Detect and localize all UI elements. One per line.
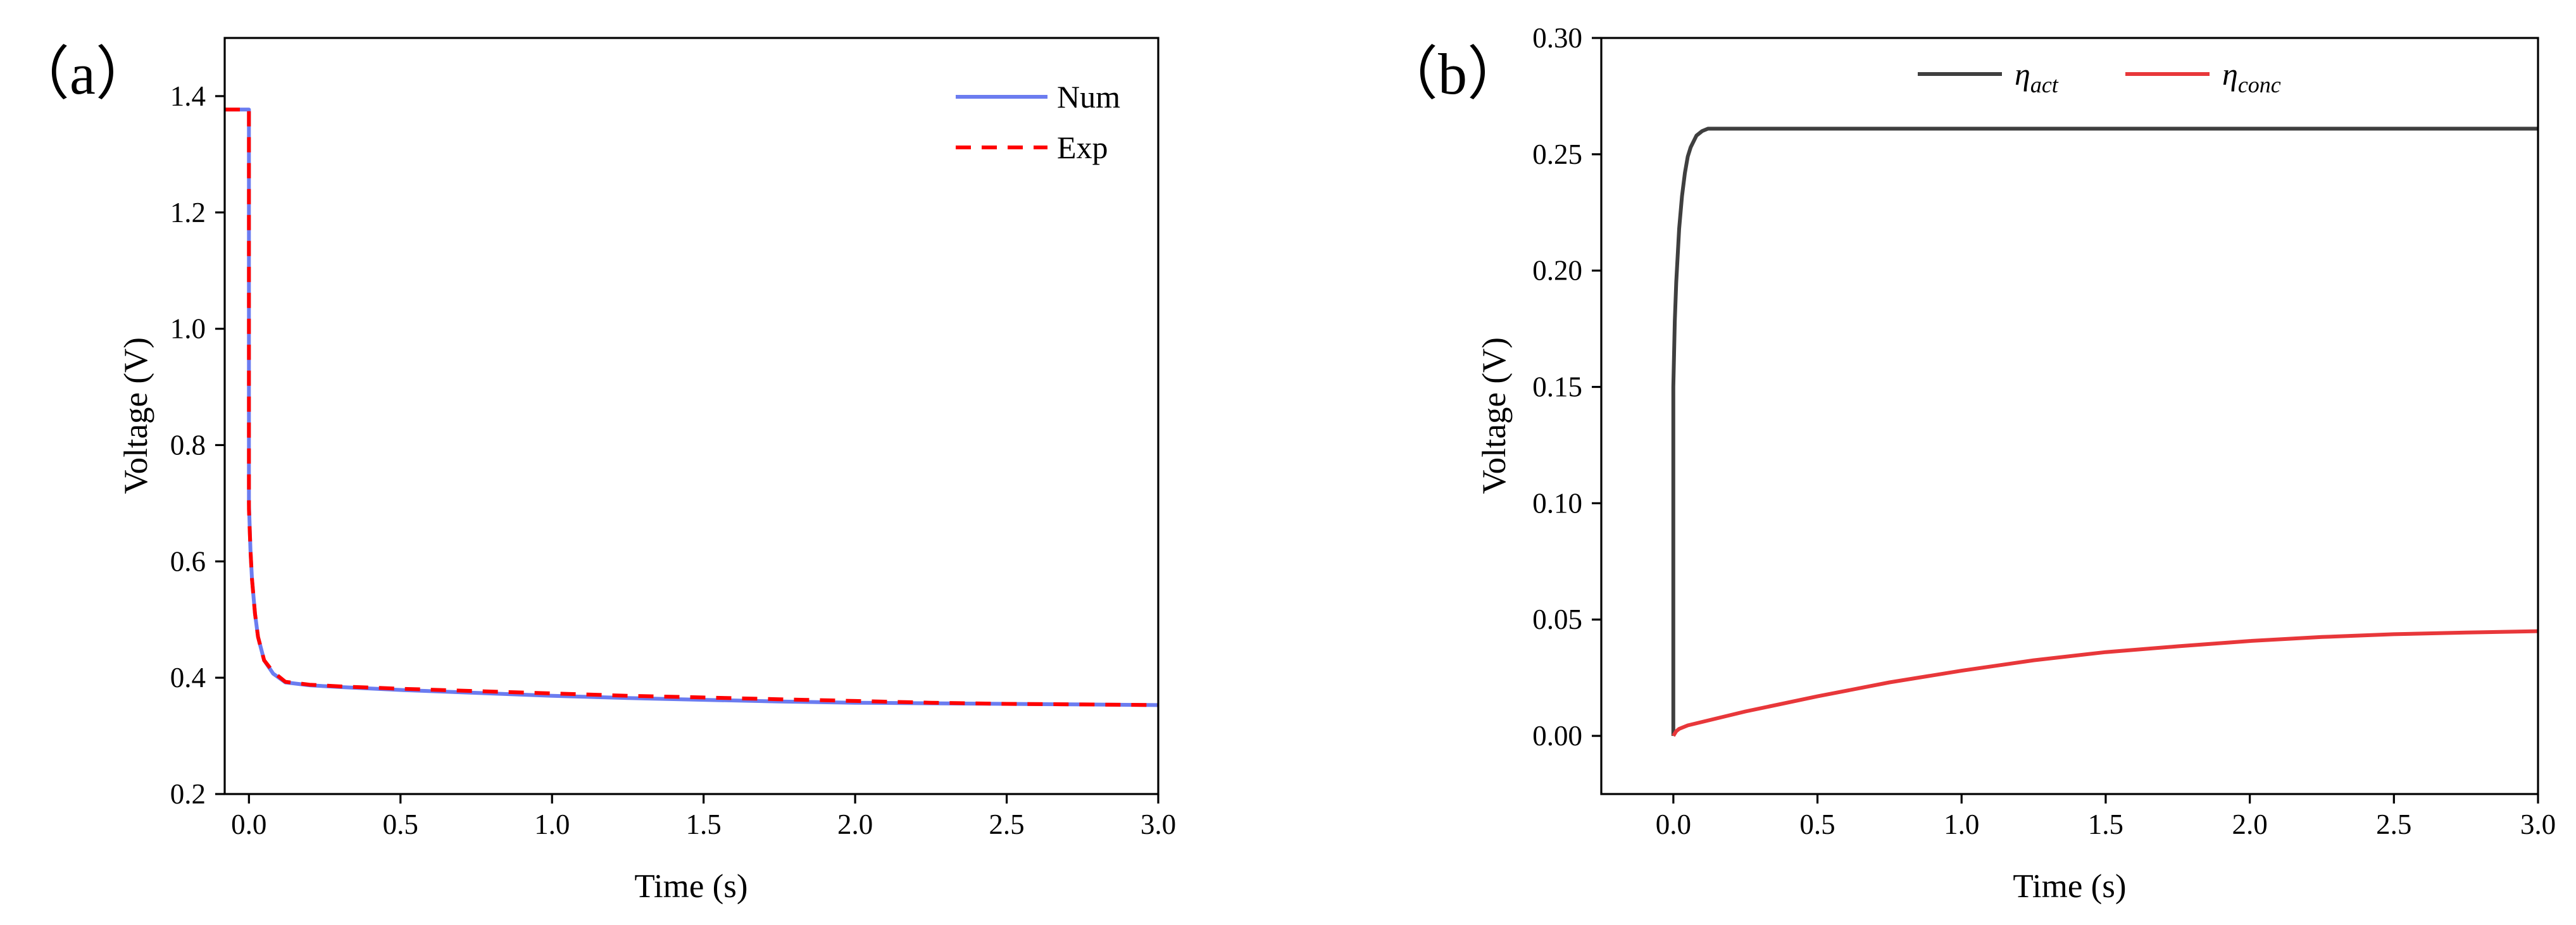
panel-b-series: [1671, 127, 2539, 737]
panel-a-legend: Num Exp: [956, 79, 1120, 165]
panel-a-y-tick-label: 1.4: [170, 80, 206, 112]
legend-label-exp: Exp: [1057, 130, 1108, 165]
panel-a-label: （a）: [11, 42, 154, 106]
panel-a: （a） 0.0 0.5 1.0 1.5 2.0 2.5 3.0 0.2 0.4 0.6 0.8 1.…: [11, 37, 1176, 905]
panel-b-series-conc: [1672, 629, 2539, 737]
panel-a-x-axis-title: Time (s): [634, 868, 747, 905]
panel-b-x-tick-label: 0.5: [1799, 809, 1835, 840]
panel-b-y-tick-label: 0.10: [1532, 487, 1582, 519]
panel-a-y-axis: 0.2 0.4 0.6 0.8 1.0 1.2 1.4: [170, 80, 225, 810]
panel-a-plot-frame: [223, 37, 1160, 795]
panel-b-x-axis-title: Time (s): [2013, 868, 2126, 905]
legend-label-eta-act: ηact: [2015, 56, 2059, 97]
panel-b-y-tick-label: 0.20: [1532, 255, 1582, 287]
panel-a-y-tick-label: 1.0: [170, 313, 206, 345]
panel-a-x-tick-label: 1.5: [686, 809, 722, 840]
panel-b-series-act: [1671, 127, 2538, 736]
panel-a-y-tick-label: 0.6: [170, 545, 206, 577]
panel-a-y-tick-label: 0.2: [170, 778, 206, 810]
panel-b-x-axis: 0.0 0.5 1.0 1.5 2.0 2.5 3.0: [1656, 794, 2556, 840]
panel-a-x-tick-label: 2.5: [989, 809, 1024, 840]
panel-b-y-axis-title: Voltage (V): [1476, 337, 1513, 494]
panel-b-x-tick-label: 2.5: [2376, 809, 2411, 840]
panel-b-plot-frame: [1600, 37, 2539, 795]
panel-a-x-tick-label: 1.0: [534, 809, 570, 840]
panel-b-x-tick-label: 2.0: [2232, 809, 2267, 840]
panel-b-y-axis: 0.00 0.05 0.10 0.15 0.20 0.25 0.30: [1532, 22, 1601, 752]
panel-a-series: [225, 108, 1159, 707]
panel-a-y-tick-label: 1.2: [170, 197, 206, 228]
panel-b-label: （b）: [1380, 42, 1525, 106]
panel-a-x-axis: 0.0 0.5 1.0 1.5 2.0 2.5 3.0: [231, 794, 1176, 840]
panel-b-y-tick-label: 0.05: [1532, 604, 1582, 635]
panel-b-x-tick-label: 0.0: [1656, 809, 1691, 840]
panel-b-y-tick-label: 0.15: [1532, 371, 1582, 403]
panel-b-y-tick-label: 0.00: [1532, 720, 1582, 752]
panel-a-x-tick-label: 0.0: [231, 809, 266, 840]
panel-b-x-tick-label: 1.5: [2088, 809, 2123, 840]
panel-a-x-tick-label: 0.5: [383, 809, 418, 840]
panel-a-series-exp: [225, 108, 1159, 707]
panel-a-x-tick-label: 3.0: [1141, 809, 1176, 840]
legend-label-num: Num: [1057, 79, 1120, 115]
panel-a-series-num: [225, 108, 1159, 707]
panel-a-x-tick-label: 2.0: [837, 809, 873, 840]
panel-b-y-tick-label: 0.30: [1532, 22, 1582, 54]
legend-label-eta-conc: ηconc: [2222, 56, 2281, 97]
panel-a-y-tick-label: 0.4: [170, 662, 206, 693]
panel-b-legend: ηact ηconc: [1918, 56, 2281, 97]
panel-b-y-tick-label: 0.25: [1532, 139, 1582, 170]
panel-a-y-axis-title: Voltage (V): [118, 337, 154, 494]
panel-b: （b） 0.0 0.5 1.0 1.5 2.0 2.5 3.0 0.000.050.100.…: [1380, 22, 2556, 905]
panel-b-x-tick-label: 3.0: [2520, 809, 2556, 840]
panel-a-y-tick-label: 0.8: [170, 429, 206, 461]
panel-b-x-tick-label: 1.0: [1944, 809, 1979, 840]
